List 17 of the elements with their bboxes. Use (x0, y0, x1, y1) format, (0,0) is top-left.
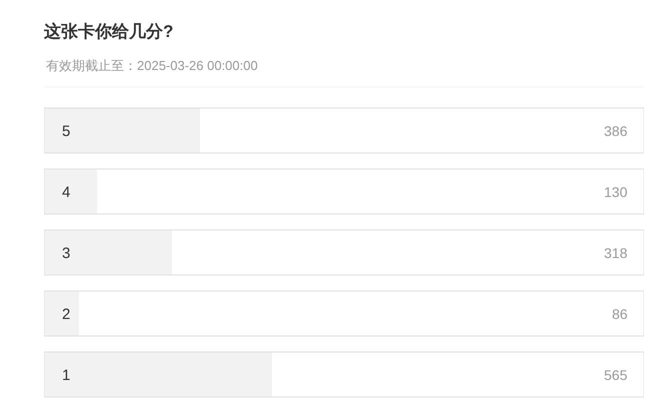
y-tick-label: 3 (62, 244, 70, 262)
y-tick-label: 4 (62, 184, 70, 201)
data-label: 86 (612, 306, 628, 322)
chart-title: 这张卡你给几分? (43, 22, 174, 41)
bar (44, 291, 79, 336)
data-label: 130 (604, 184, 628, 200)
bar (44, 352, 272, 397)
bar (44, 230, 172, 275)
data-label: 565 (604, 367, 628, 383)
y-tick-label: 2 (62, 306, 70, 323)
bar (44, 108, 200, 153)
y-tick-label: 1 (62, 366, 70, 384)
bar (44, 169, 97, 214)
data-label: 386 (604, 123, 628, 139)
chart-subtitle: 有效期截止至：2025-03-26 00:00:00 (46, 58, 258, 73)
y-tick-label: 5 (62, 122, 70, 140)
data-label: 318 (604, 245, 628, 261)
